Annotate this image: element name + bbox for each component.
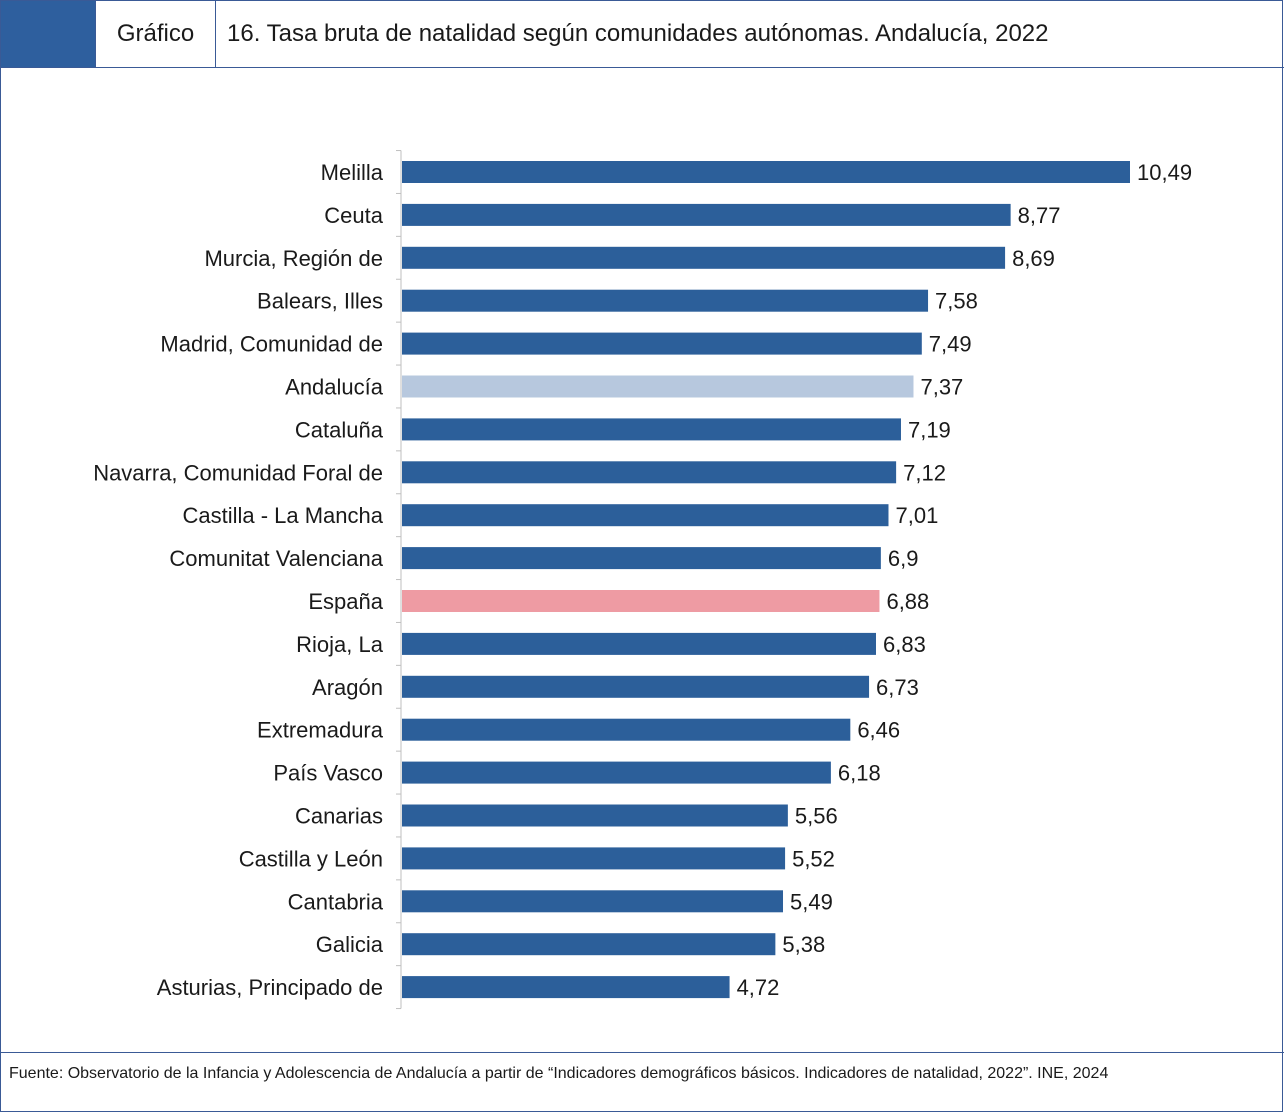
category-label: Castilla y León — [239, 846, 383, 871]
category-label: Balears, Illes — [257, 289, 383, 314]
bar — [402, 547, 881, 570]
bar — [402, 332, 922, 355]
header-label: Gráfico — [95, 1, 216, 67]
bar — [402, 504, 889, 527]
bar — [402, 933, 776, 956]
category-label: Aragón — [312, 675, 383, 700]
category-label: Rioja, La — [296, 632, 384, 657]
value-label: 6,83 — [883, 632, 926, 657]
header-color-block — [1, 1, 95, 67]
bar-chart-svg: Melilla 10,49 Ceuta 8,77 Murcia, Región de 8,… — [93, 150, 1192, 1010]
value-label: 6,73 — [876, 675, 919, 700]
value-label: 6,46 — [857, 718, 900, 743]
value-label: 7,58 — [935, 289, 978, 314]
value-label: 7,19 — [908, 417, 951, 442]
value-label: 6,18 — [838, 761, 881, 786]
bar — [402, 804, 788, 827]
bar — [402, 632, 876, 655]
bar — [402, 718, 851, 741]
category-label: España — [308, 589, 383, 614]
value-label: 5,49 — [790, 889, 833, 914]
bar — [402, 675, 870, 698]
category-label: Melilla — [321, 160, 384, 185]
value-label: 6,9 — [888, 546, 919, 571]
category-label: Extremadura — [257, 718, 384, 743]
category-label: Ceuta — [324, 203, 383, 228]
bar-chart: Melilla 10,49 Ceuta 8,77 Murcia, Región de 8,… — [1, 68, 1284, 1052]
value-label: 6,88 — [886, 589, 929, 614]
bar — [402, 847, 786, 870]
bar — [402, 590, 880, 612]
value-label: 7,01 — [895, 503, 938, 528]
chart-title: 16. Tasa bruta de natalidad según comuni… — [227, 20, 1049, 47]
bar — [402, 976, 730, 999]
category-label: Asturias, Principado de — [157, 975, 383, 1000]
category-label: Comunitat Valenciana — [169, 546, 383, 571]
value-label: 5,38 — [782, 932, 825, 957]
bar — [402, 418, 901, 441]
bar — [402, 161, 1130, 183]
category-label: Castilla - La Mancha — [182, 503, 383, 528]
bar — [402, 289, 929, 312]
source-note: Fuente: Observatorio de la Infancia y Ad… — [1, 1052, 1284, 1113]
bar — [402, 246, 1006, 269]
bar — [402, 375, 914, 398]
value-label: 7,37 — [920, 375, 963, 400]
category-label: País Vasco — [273, 761, 383, 786]
value-label: 8,77 — [1018, 203, 1061, 228]
value-label: 10,49 — [1137, 160, 1192, 185]
category-label: Cantabria — [288, 889, 384, 914]
category-label: Canarias — [295, 804, 383, 829]
value-label: 5,52 — [792, 846, 835, 871]
value-label: 5,56 — [795, 804, 838, 829]
category-label: Galicia — [316, 932, 384, 957]
value-label: 4,72 — [737, 975, 780, 1000]
value-label: 7,49 — [929, 332, 972, 357]
chart-header: Gráfico 16. Tasa bruta de natalidad segú… — [1, 1, 1284, 68]
category-label: Murcia, Región de — [204, 246, 383, 271]
category-label: Madrid, Comunidad de — [160, 332, 383, 357]
category-label: Navarra, Comunidad Foral de — [93, 460, 383, 485]
value-label: 8,69 — [1012, 246, 1055, 271]
category-label: Cataluña — [295, 417, 384, 442]
bar — [402, 461, 897, 484]
bar — [402, 203, 1011, 226]
category-label: Andalucía — [285, 375, 384, 400]
bar — [402, 761, 831, 784]
bar — [402, 890, 784, 913]
value-label: 7,12 — [903, 460, 946, 485]
